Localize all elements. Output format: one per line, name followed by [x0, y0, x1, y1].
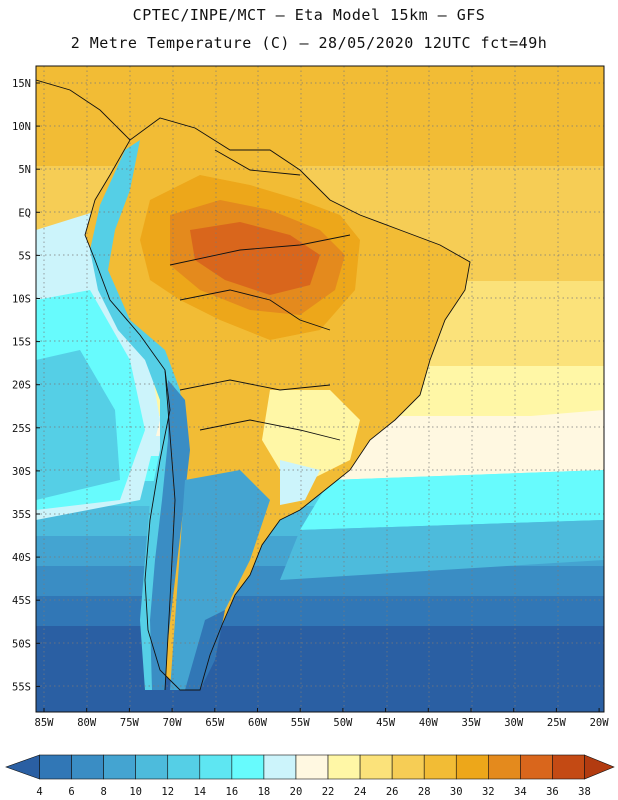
longitude-label: 20W: [590, 717, 610, 729]
colorbar-swatch: [295, 754, 329, 780]
colorbar-label: 36: [546, 786, 559, 798]
latitude-label: 30S: [12, 466, 31, 478]
longitude-label: 60W: [248, 717, 268, 729]
colorbar-swatch: [135, 754, 169, 780]
colorbar-swatch: [423, 754, 457, 780]
colorbar-label: 10: [129, 786, 142, 798]
longitude-label: 45W: [376, 717, 396, 729]
temperature-field: [36, 66, 604, 712]
colorbar-label: 16: [226, 786, 239, 798]
latitude-label: 15S: [12, 337, 31, 349]
latitude-label: 5N: [18, 164, 31, 176]
latitude-label: 15N: [12, 78, 31, 90]
longitude-label: 50W: [333, 717, 353, 729]
longitude-label: 40W: [419, 717, 439, 729]
latitude-label: 50S: [12, 638, 31, 650]
colorbar-swatch: [199, 754, 233, 780]
longitude-label: 35W: [462, 717, 482, 729]
colorbar-label: 22: [322, 786, 335, 798]
latitude-label: 10S: [12, 294, 31, 306]
map-title-line2: 2 Metre Temperature (C) – 28/05/2020 12U…: [70, 34, 548, 52]
longitude-label: 30W: [504, 717, 524, 729]
longitude-label: 75W: [120, 717, 140, 729]
colorbar-swatch: [359, 754, 393, 780]
latitude-label: 55S: [12, 681, 31, 693]
colorbar-swatch: [520, 754, 553, 780]
colorbar-label: 24: [354, 786, 367, 798]
colorbar-swatch: [327, 754, 361, 780]
colorbar-swatch: [552, 754, 585, 780]
colorbar-label: 20: [290, 786, 303, 798]
colorbar-swatch: [103, 754, 136, 780]
colorbar-label: 26: [386, 786, 399, 798]
colorbar-label: 32: [482, 786, 495, 798]
colorbar-swatch: [455, 754, 489, 780]
longitude-label: 70W: [163, 717, 183, 729]
latitude-label: EQ: [18, 207, 31, 219]
colorbar-arrow-low: [5, 754, 40, 780]
longitude-label: 55W: [291, 717, 311, 729]
colorbar: 4 6 8 10 12 14 16 18 20 22 24 26 28 30 32 34 36 38: [5, 754, 615, 798]
latitude-label: 45S: [12, 595, 31, 607]
latitude-label: 20S: [12, 380, 31, 392]
colorbar-swatch: [71, 754, 104, 780]
latitude-label: 5S: [18, 250, 31, 262]
longitude-label: 25W: [547, 717, 567, 729]
colorbar-swatch: [231, 754, 265, 780]
colorbar-label: 30: [450, 786, 463, 798]
latitude-label: 25S: [12, 423, 31, 435]
colorbar-arrow-high: [584, 754, 615, 780]
latitude-label: 10N: [12, 121, 31, 133]
map-title-line1: CPTEC/INPE/MCT – Eta Model 15km – GFS: [132, 6, 486, 24]
longitude-label: 80W: [77, 717, 97, 729]
colorbar-label: 28: [418, 786, 431, 798]
longitude-label: 65W: [205, 717, 225, 729]
latitude-label: 35S: [12, 509, 31, 521]
colorbar-swatch: [167, 754, 201, 780]
latitude-label: 40S: [12, 552, 31, 564]
map-frame: [35, 65, 605, 713]
latitude-labels: 15N 10N 5N EQ 5S 10S 15S 20S 25S 30S 35S 40S 45S 50S 5…: [12, 78, 40, 693]
graticule: [36, 66, 604, 712]
colorbar-label: 34: [514, 786, 527, 798]
colorbar-label: 12: [161, 786, 174, 798]
colorbar-label: 18: [258, 786, 271, 798]
coastline-borders: [36, 79, 471, 691]
colorbar-swatch: [39, 754, 72, 780]
longitude-labels: 85W 80W 75W 70W 65W 60W 55W 50W 45W 40W 35W 30W 25W 2…: [35, 708, 610, 729]
colorbar-label: 38: [578, 786, 591, 798]
colorbar-swatch: [488, 754, 521, 780]
colorbar-label: 6: [68, 786, 74, 798]
colorbar-label: 8: [100, 786, 106, 798]
longitude-label: 85W: [35, 717, 55, 729]
colorbar-swatch: [391, 754, 425, 780]
colorbar-label: 4: [36, 786, 42, 798]
colorbar-label: 14: [193, 786, 206, 798]
colorbar-swatch: [263, 754, 297, 780]
